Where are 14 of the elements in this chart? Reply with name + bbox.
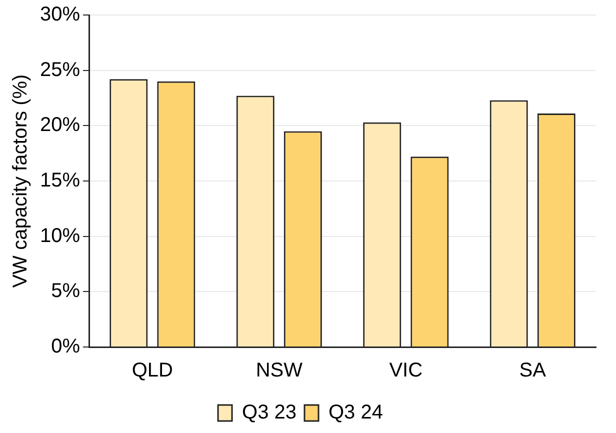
x-tick-label: NSW [256, 360, 303, 382]
y-tick-label: 25% [40, 58, 80, 81]
y-tick-label: 10% [40, 224, 80, 247]
legend-label: Q3 23 [242, 402, 296, 424]
legend-label: Q3 24 [328, 402, 383, 424]
y-tick-label: 20% [40, 114, 80, 136]
y-tick-label: 5% [51, 280, 80, 302]
y-tick-label: 0% [51, 336, 80, 358]
y-tick-label: 30% [40, 4, 80, 26]
y-tick-label: 15% [40, 170, 80, 192]
y-axis-title: VW capacity factors (%) [10, 74, 32, 288]
x-tick-label: VIC [389, 360, 423, 382]
x-tick-label: QLD [132, 360, 173, 382]
x-tick-label: SA [519, 360, 547, 382]
